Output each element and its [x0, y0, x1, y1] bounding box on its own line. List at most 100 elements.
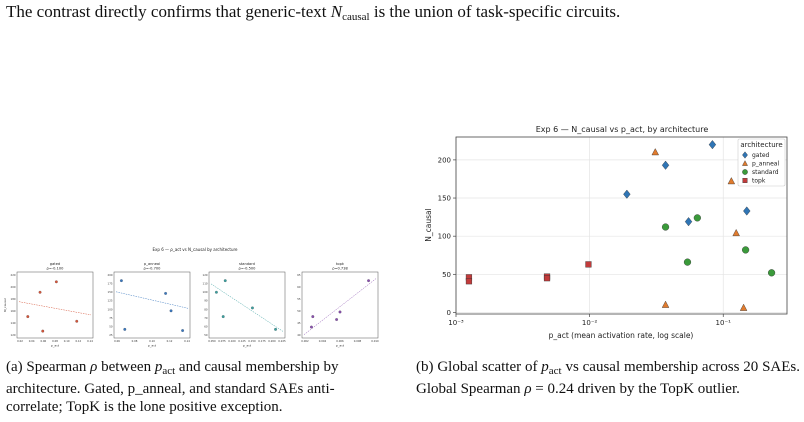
- figure-b-point-standard: [693, 214, 701, 222]
- panel-topk-frame: [301, 271, 379, 339]
- figure-b-ytick-label: 0: [447, 309, 451, 317]
- figure-b-global-scatter: Exp 6 — N_causal vs p_act, by architectu…: [424, 125, 788, 340]
- panel-topk-xtick-label: 0.008: [354, 339, 362, 343]
- panel-topk-point: [367, 279, 370, 283]
- panel-p_anneal-xtick-label: 0.12: [167, 339, 173, 343]
- caption-b-eq: = 0.24 driven by the TopK outlier.: [531, 381, 740, 397]
- panel-topk-ytick-label: 45: [297, 321, 301, 325]
- panel-p_anneal-ytick-label: 175: [108, 282, 113, 286]
- figure-b-legend-marker-gated: [742, 151, 748, 159]
- panel-p_anneal-ytick-label: 50: [109, 324, 113, 328]
- panel-topk-point: [310, 325, 313, 329]
- figure-b-ytick-label: 200: [438, 156, 451, 164]
- panel-gated-y-axis-label: N_causal: [3, 298, 7, 312]
- panel-p_anneal-ytick-label: 150: [108, 290, 113, 294]
- panel-topk-x-axis-label: p_act: [336, 344, 345, 348]
- caption-b-rho: ρ: [524, 381, 532, 397]
- panel-p_anneal-rho: ρ=-0.700: [144, 267, 162, 271]
- panel-p_anneal-point: [123, 327, 127, 331]
- panel-gated-xtick-label: 0.08: [52, 339, 58, 343]
- panel-standard-ytick-label: 120: [203, 273, 208, 277]
- figure-b-point-gated: [684, 217, 693, 227]
- figure-b-legend-marker-topk: [742, 178, 748, 183]
- figure-b-ytick-label: 50: [442, 271, 451, 279]
- caption-a-rest: by architecture. Gated, p_anneal, and st…: [6, 359, 339, 415]
- panel-p_anneal-point: [119, 279, 123, 283]
- caption-b-p: p: [541, 359, 549, 375]
- n-symbol: N: [330, 2, 343, 21]
- panel-standard-trend-line: [210, 283, 284, 332]
- panel-standard-ytick-label: 110: [203, 282, 208, 286]
- panel-gated-point: [38, 290, 42, 294]
- panel-topk-ytick-label: 50: [297, 309, 301, 313]
- figure-b-point-topk: [465, 278, 473, 285]
- panel-topk-trend-line: [303, 278, 377, 335]
- panel-p_anneal-x-axis-label: p_act: [148, 344, 157, 348]
- caption-a-p: p: [154, 359, 163, 375]
- panel-standard-point: [214, 290, 218, 294]
- panel-p_anneal-xtick-label: 0.06: [114, 339, 120, 343]
- panel-gated-xtick-label: 0.06: [40, 339, 46, 343]
- panel-topk-xtick-label: 0.004: [319, 339, 327, 343]
- panel-p_anneal-ytick-label: 125: [108, 299, 113, 303]
- panel-gated-point: [54, 280, 58, 284]
- panel-standard-ytick-label: 100: [203, 290, 208, 294]
- panel-p_anneal-point: [164, 292, 168, 295]
- panel-p_anneal-frame: [113, 271, 191, 339]
- panel-topk-point: [335, 318, 339, 321]
- panel-gated-ytick-label: 120: [11, 333, 16, 337]
- figure-b-point-standard: [742, 246, 750, 254]
- panel-p_anneal-ytick-label: 25: [109, 333, 113, 337]
- panel-p_anneal-xtick-label: 0.08: [132, 339, 138, 343]
- panel-standard-xtick-label: 0.125: [238, 339, 246, 343]
- panel-p_anneal-point: [181, 329, 185, 332]
- panel-topk-ytick-label: 60: [297, 285, 301, 289]
- figure-b-ytick-label: 150: [438, 195, 451, 203]
- panel-standard-rho: ρ=-0.500: [239, 267, 257, 271]
- figure-b-point-gated: [708, 140, 717, 150]
- figure-b-y-axis-label: N_causal: [424, 208, 433, 241]
- intro-sentence: The contrast directly confirms that gene…: [6, 2, 620, 23]
- caption-a-mid: between: [97, 359, 155, 375]
- caption-b-p-sub: act: [548, 365, 562, 377]
- panel-topk-xtick-label: 0.002: [301, 339, 309, 343]
- figure-b-x-axis-label: p_act (mean activation rate, log scale): [549, 331, 694, 340]
- caption-b-mid: vs causal membership across 20 SAEs. Glo…: [416, 359, 800, 397]
- figure-b-point-p_anneal: [727, 177, 736, 185]
- panel-gated-ytick-label: 220: [11, 273, 16, 277]
- figure-b-legend-label-gated: gated: [752, 152, 770, 159]
- figure-b-legend-marker-p_anneal: [742, 160, 748, 166]
- figure-b-legend-box: [737, 138, 786, 187]
- panel-standard-frame: [208, 271, 286, 339]
- figure-b-xtick-label: 10⁻²: [582, 319, 598, 327]
- caption-a-rho: ρ: [90, 359, 98, 375]
- panel-gated-ytick-label: 200: [11, 285, 16, 289]
- panel-topk-xtick-label: 0.010: [371, 339, 379, 343]
- panel-p_anneal-xtick-label: 0.14: [184, 339, 190, 343]
- panel-p_anneal-xtick-label: 0.10: [149, 339, 155, 343]
- panel-standard-ytick-label: 50: [204, 333, 208, 337]
- caption-a: (a) Spearman ρ between pact and causal m…: [6, 358, 388, 416]
- panel-topk-ytick-label: 40: [297, 333, 301, 337]
- panel-p_anneal-ytick-label: 200: [108, 273, 113, 277]
- panel-standard-ytick-label: 80: [204, 307, 208, 311]
- intro-text-prefix: The contrast directly confirms that gene…: [6, 2, 331, 21]
- panel-gated-frame: [16, 271, 94, 339]
- panel-standard-ytick-label: 60: [204, 324, 208, 328]
- panel-standard-ytick-label: 70: [204, 316, 208, 320]
- panel-topk-title: topk: [336, 262, 345, 266]
- panel-gated-xtick-label: 0.14: [87, 339, 93, 343]
- figure-b-point-p_anneal: [651, 148, 660, 156]
- panel-standard-point: [251, 306, 254, 310]
- panel-topk-rho: ρ=0.738: [332, 267, 348, 271]
- figure-b-point-p_anneal: [661, 300, 670, 308]
- panel-p_anneal-ytick-label: 100: [108, 307, 113, 311]
- caption-b-prefix: (b) Global scatter of: [416, 359, 542, 375]
- panel-gated-rho: ρ=-0.100: [47, 267, 65, 271]
- figure-b-point-standard: [767, 269, 776, 277]
- n-subscript: causal: [342, 11, 370, 23]
- panel-standard-xtick-label: 0.200: [268, 339, 276, 343]
- figure-b-legend-label-p_anneal: p_anneal: [752, 161, 779, 168]
- panel-gated-xtick-label: 0.12: [75, 339, 81, 343]
- figure-b-point-standard: [661, 223, 670, 231]
